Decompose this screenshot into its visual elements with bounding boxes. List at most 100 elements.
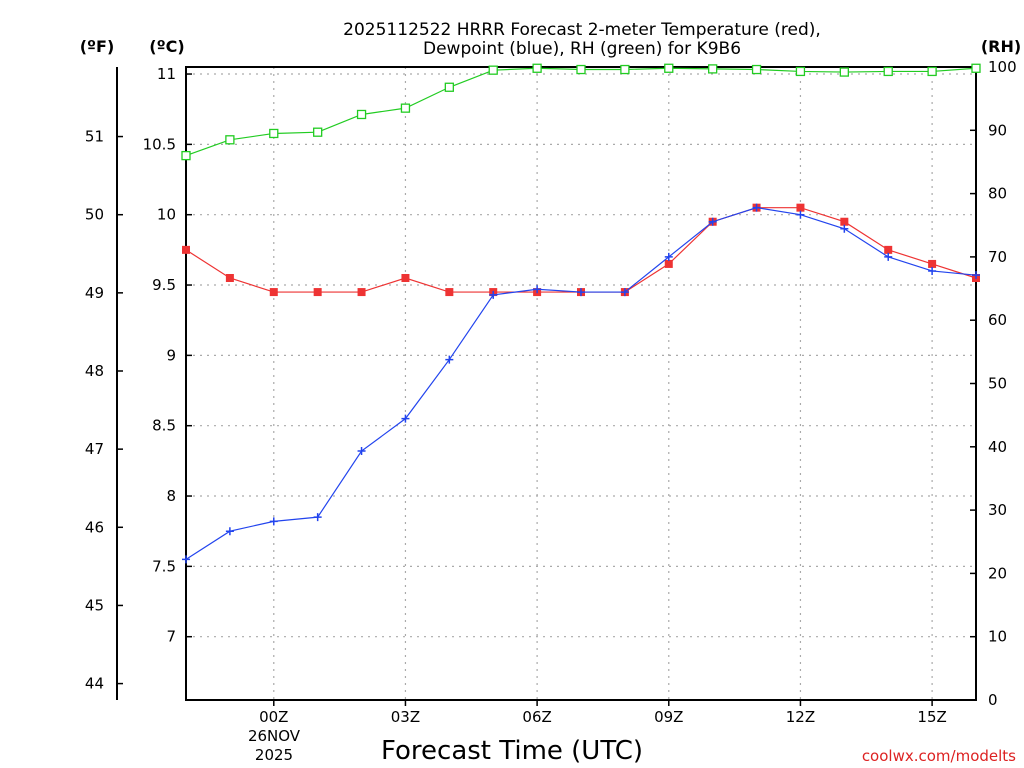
plot-frame <box>185 66 977 701</box>
dewpoint-point <box>928 266 937 275</box>
celsius-tick-label: 10.5 <box>143 135 176 153</box>
rh-point <box>839 67 849 77</box>
rh-point <box>576 64 586 75</box>
rh-tick-label: 90 <box>988 121 1007 139</box>
x-date-year-label: 2025 <box>255 746 293 764</box>
rh-tick-label: 20 <box>988 564 1007 582</box>
chart-title-line-1: 2025112522 HRRR Forecast 2-meter Tempera… <box>343 20 821 40</box>
tick-labels: 00Z 03Z 06Z 09Z 12Z 15Z 7 7.5 8 8.5 9 9.5 10 10.5 11 44… <box>85 58 1017 726</box>
x-tick-label: 06Z <box>522 708 551 726</box>
rh-tick-label: 100 <box>988 58 1017 76</box>
temperature-point <box>928 259 937 268</box>
temperature-point <box>269 288 278 297</box>
dewpoint-point <box>489 290 498 299</box>
x-tick-label: 00Z <box>259 708 288 726</box>
temperature-point <box>357 288 366 297</box>
rh-point <box>971 63 981 73</box>
temperature-point <box>225 274 234 282</box>
fahrenheit-tick-label: 51 <box>85 128 104 146</box>
dewpoint-point <box>533 285 542 294</box>
rh-tick-label: 70 <box>988 248 1007 266</box>
celsius-tick-label: 9.5 <box>152 276 176 294</box>
rh-point <box>751 64 762 75</box>
rh-tick-label: 80 <box>988 185 1007 203</box>
rh-point <box>181 150 191 161</box>
fahrenheit-tick-label: 48 <box>85 362 104 380</box>
celsius-tick-label: 7 <box>166 628 176 646</box>
fahrenheit-tick-label: 44 <box>85 675 104 693</box>
grid-lines <box>186 67 976 700</box>
fahrenheit-tick-label: 50 <box>85 206 104 224</box>
fahrenheit-unit-label: (ºF) <box>80 37 115 56</box>
celsius-tick-label: 9 <box>166 346 176 364</box>
celsius-tick-label: 7.5 <box>152 557 176 575</box>
rh-point <box>664 63 674 73</box>
dewpoint-point <box>972 271 980 280</box>
x-date-day-label: 26NOV <box>248 727 301 745</box>
dewpoint-point <box>313 513 322 522</box>
rh-point <box>488 65 498 75</box>
dewpoint-point <box>357 447 366 456</box>
rh-tick-label: 0 <box>988 691 998 709</box>
celsius-tick-label: 8.5 <box>152 417 176 435</box>
dewpoint-point <box>182 555 190 564</box>
fahrenheit-tick-label: 46 <box>85 518 104 536</box>
temperature-point <box>445 288 454 297</box>
rh-point <box>444 82 454 92</box>
temperature-point <box>796 203 805 212</box>
dewpoint-point <box>840 224 849 233</box>
fahrenheit-tick-label: 49 <box>85 284 104 302</box>
temperature-point <box>313 288 322 297</box>
rh-tick-label: 40 <box>988 438 1007 456</box>
rh-point <box>356 109 367 120</box>
rh-tick-label: 50 <box>988 375 1007 393</box>
dewpoint-point <box>269 517 278 526</box>
rh-point <box>927 66 937 77</box>
rh-point <box>795 66 806 77</box>
x-tick-label: 15Z <box>917 708 946 726</box>
celsius-tick-label: 8 <box>166 487 176 505</box>
dewpoint-point <box>752 203 761 212</box>
celsius-tick-label: 10 <box>157 206 176 224</box>
x-tick-label: 03Z <box>391 708 420 726</box>
dewpoint-point <box>884 252 893 261</box>
celsius-unit-label: (ºC) <box>149 37 184 56</box>
dewpoint-point <box>401 414 410 423</box>
dewpoint-point <box>708 217 717 226</box>
axes <box>116 66 977 706</box>
celsius-tick-label: 11 <box>157 65 176 83</box>
temperature-point <box>884 245 893 254</box>
fahrenheit-tick-label: 45 <box>85 596 104 614</box>
dewpoint-point <box>577 288 585 297</box>
temperature-point <box>401 274 410 282</box>
rh-point <box>883 66 893 77</box>
dewpoint-point <box>225 527 234 536</box>
x-axis-title: Forecast Time (UTC) <box>381 736 643 766</box>
dewpoint-point <box>664 252 673 261</box>
rh-unit-label: (RH) <box>981 37 1021 56</box>
credit-link[interactable]: coolwx.com/modelts <box>862 747 1016 765</box>
dewpoint-point <box>796 210 805 219</box>
dewpoint-line <box>185 207 977 560</box>
rh-tick-label: 60 <box>988 311 1007 329</box>
rh-point <box>313 127 323 137</box>
rh-tick-label: 10 <box>988 628 1007 646</box>
x-tick-label: 12Z <box>786 708 815 726</box>
rh-point <box>620 64 630 75</box>
rh-point <box>225 135 235 145</box>
rh-point <box>269 128 279 139</box>
temperature-point <box>664 259 673 268</box>
temperature-point <box>840 217 849 226</box>
data-series <box>181 63 981 564</box>
x-tick-label: 09Z <box>654 708 683 726</box>
dewpoint-point <box>445 355 454 364</box>
fahrenheit-tick-label: 47 <box>85 440 104 458</box>
temperature-line <box>185 207 977 293</box>
rh-tick-label: 30 <box>988 501 1007 519</box>
rh-point <box>532 63 542 73</box>
rh-point <box>708 64 718 74</box>
temperature-point <box>182 245 190 254</box>
chart-title-line-2: Dewpoint (blue), RH (green) for K9B6 <box>423 39 741 59</box>
rh-line <box>185 67 977 157</box>
